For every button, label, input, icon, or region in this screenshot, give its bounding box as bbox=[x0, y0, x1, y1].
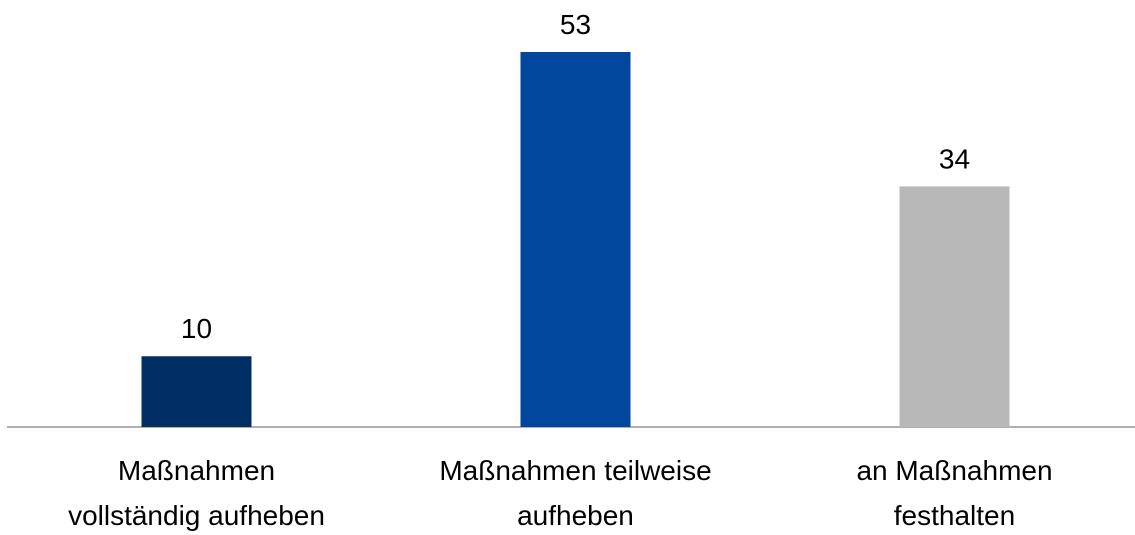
bar bbox=[899, 186, 1010, 427]
bar bbox=[141, 356, 252, 427]
category-label: Maßnahmen vollständig aufheben bbox=[68, 455, 325, 531]
value-label: 10 bbox=[181, 313, 212, 344]
value-label: 34 bbox=[939, 143, 970, 174]
value-label: 53 bbox=[560, 9, 591, 40]
category-label: Maßnahmen teilweise aufheben bbox=[439, 455, 712, 531]
category-label: an Maßnahmen festhalten bbox=[856, 455, 1053, 531]
bar bbox=[520, 52, 631, 427]
